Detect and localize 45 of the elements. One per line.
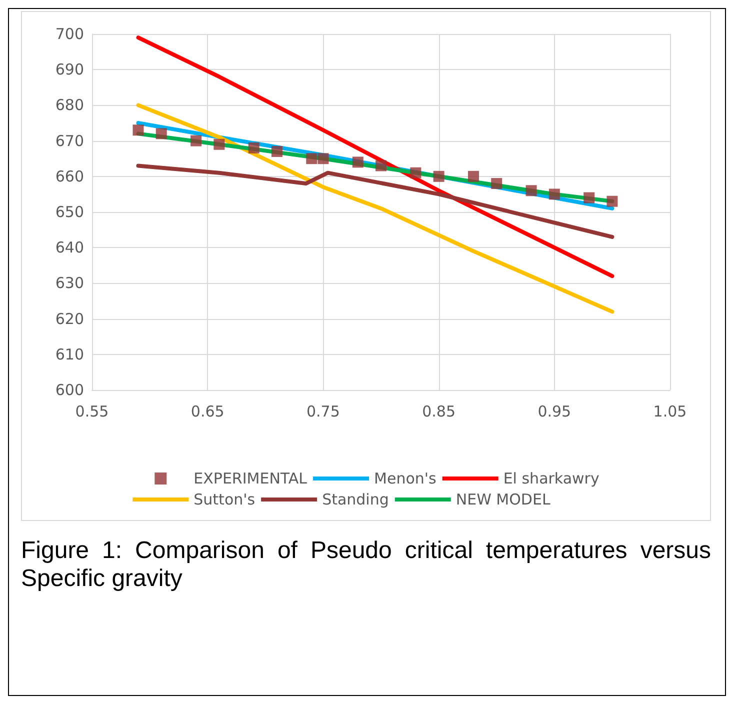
y-tick-label: 630 [55, 274, 84, 292]
point [491, 178, 502, 190]
legend-label: EXPERIMENTAL [194, 470, 308, 488]
legend-label: Standing [322, 490, 389, 508]
line-series [136, 164, 614, 239]
legend-label: NEW MODEL [456, 490, 551, 508]
x-tick-label: 0.85 [422, 402, 456, 420]
x-tick-label: 0.75 [306, 402, 340, 420]
y-tick-label: 650 [55, 203, 84, 221]
point [190, 135, 202, 146]
y-tick-label: 660 [55, 167, 84, 186]
x-tick-label: 0.55 [75, 402, 109, 420]
legend-label: Menon's [374, 470, 437, 488]
line-series [136, 103, 614, 314]
y-tick-label: 670 [55, 132, 84, 150]
point [306, 153, 318, 164]
y-tick-label: 620 [55, 310, 84, 328]
point [410, 167, 422, 178]
point [156, 128, 167, 140]
point [433, 170, 444, 182]
y-tick-label: 610 [55, 345, 84, 364]
caption: Figure 1: Comparison of Pseudo critical temperatures versus Specific gravity [21, 537, 711, 593]
x-tick-label: 1.05 [653, 402, 687, 420]
point [376, 160, 386, 172]
point [468, 170, 479, 182]
point [606, 196, 618, 207]
y-tick-label: 690 [55, 60, 84, 79]
y-tick-label: 600 [55, 381, 84, 399]
y-tick-label: 680 [55, 96, 84, 114]
point [548, 188, 560, 200]
point [214, 138, 225, 150]
point [318, 153, 329, 164]
point [584, 192, 595, 204]
legend-label: El sharkawry [503, 470, 600, 488]
y-tick-label: 640 [55, 238, 84, 257]
point [271, 146, 282, 157]
point [132, 124, 144, 136]
line-series [136, 36, 614, 278]
x-tick-label: 0.65 [190, 402, 224, 420]
point [352, 156, 364, 168]
legend-label: Sutton's [194, 490, 256, 508]
y-tick-label: 700 [55, 25, 84, 43]
point [248, 142, 260, 154]
point [526, 185, 537, 196]
x-tick-label: 0.95 [538, 402, 572, 420]
